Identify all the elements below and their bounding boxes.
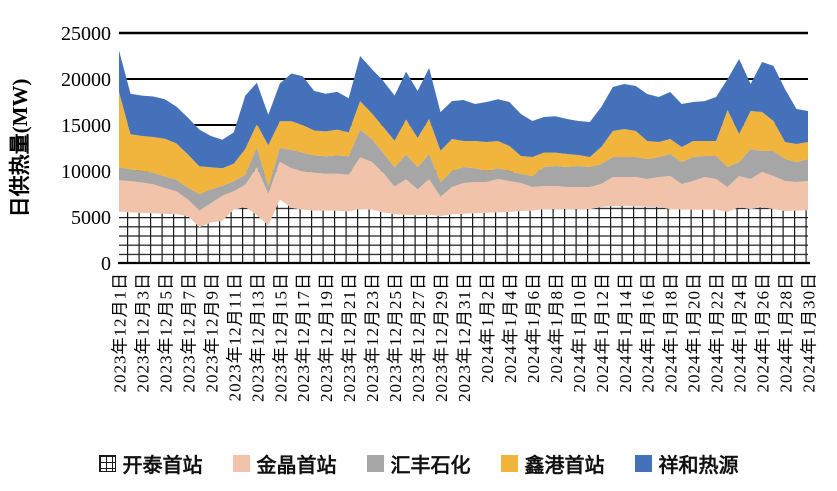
svg-text:2023年12月1日: 2023年12月1日	[111, 272, 130, 393]
area-series-4	[119, 50, 808, 169]
svg-text:2024年1月30日: 2024年1月30日	[800, 272, 819, 393]
svg-text:2023年12月5日: 2023年12月5日	[156, 272, 175, 393]
svg-text:2024年1月24日: 2024年1月24日	[731, 272, 750, 393]
svg-text:2023年12月27日: 2023年12月27日	[409, 272, 428, 402]
svg-text:2023年12月13日: 2023年12月13日	[248, 272, 267, 402]
svg-text:2024年1月16日: 2024年1月16日	[639, 272, 658, 393]
area-series-3	[119, 91, 808, 194]
svg-text:2024年1月10日: 2024年1月10日	[570, 272, 589, 393]
legend-item-jinjing: 金晶首站	[232, 449, 337, 478]
yellow-swatch-icon	[500, 454, 518, 472]
legend-item-kaitai: 开泰首站	[98, 449, 203, 478]
gray-swatch-icon	[366, 454, 384, 472]
pink-swatch-icon	[232, 454, 250, 472]
legend-label: 汇丰石化	[390, 454, 471, 477]
svg-text:2023年12月23日: 2023年12月23日	[363, 272, 382, 402]
svg-text:2024年1月18日: 2024年1月18日	[662, 272, 681, 393]
svg-text:2024年1月20日: 2024年1月20日	[685, 272, 704, 393]
svg-text:2023年12月25日: 2023年12月25日	[386, 272, 405, 402]
area-series-1	[119, 157, 808, 228]
svg-text:25000: 25000	[61, 23, 111, 45]
svg-text:2024年1月12日: 2024年1月12日	[593, 272, 612, 393]
svg-text:2024年1月28日: 2024年1月28日	[777, 272, 796, 393]
svg-text:2024年1月8日: 2024年1月8日	[547, 272, 566, 383]
legend-label: 开泰首站	[122, 454, 203, 477]
svg-text:20000: 20000	[61, 69, 111, 91]
svg-text:2023年12月9日: 2023年12月9日	[202, 272, 221, 393]
svg-text:2024年1月14日: 2024年1月14日	[616, 272, 635, 393]
svg-text:2024年1月6日: 2024年1月6日	[524, 272, 543, 383]
svg-text:5000: 5000	[71, 207, 111, 229]
area-series-0	[119, 199, 808, 263]
svg-text:2024年1月26日: 2024年1月26日	[754, 272, 773, 393]
svg-text:2023年12月15日: 2023年12月15日	[271, 272, 290, 402]
svg-text:2024年1月4日: 2024年1月4日	[501, 272, 520, 383]
svg-text:15000: 15000	[61, 115, 111, 137]
blue-swatch-icon	[634, 454, 652, 472]
svg-text:2023年12月17日: 2023年12月17日	[294, 272, 313, 402]
svg-text:10000: 10000	[61, 161, 111, 183]
legend-item-huifeng: 汇丰石化	[366, 449, 471, 478]
svg-text:2024年1月22日: 2024年1月22日	[708, 272, 727, 393]
svg-text:2023年12月7日: 2023年12月7日	[179, 272, 198, 393]
svg-text:0: 0	[101, 253, 111, 275]
svg-text:2023年12月3日: 2023年12月3日	[134, 272, 153, 393]
legend-label: 祥和热源	[658, 454, 739, 477]
y-axis-tick-labels: 0 5000 10000 15000 20000 25000	[61, 23, 111, 275]
chart-legend: 开泰首站 金晶首站 汇丰石化 鑫港首站 祥和热源	[0, 443, 837, 483]
svg-text:2023年12月11日: 2023年12月11日	[225, 272, 244, 401]
legend-item-xingang: 鑫港首站	[500, 449, 605, 478]
chart-svg: 0 5000 10000 15000 20000 25000 日供热量(MW) 2023年12…	[8, 23, 819, 402]
svg-text:2024年1月2日: 2024年1月2日	[478, 272, 497, 383]
grid-hatch-swatch-icon	[98, 454, 116, 472]
legend-item-xianghe: 祥和热源	[634, 449, 739, 478]
x-axis-tick-labels: 2023年12月1日 2023年12月3日 2023年12月5日 2023年12月7日…	[111, 272, 819, 402]
svg-text:2023年12月29日: 2023年12月29日	[432, 272, 451, 402]
y-axis-title: 日供热量(MW)	[8, 79, 32, 218]
stacked-area-chart: 0 5000 10000 15000 20000 25000 日供热量(MW) 2023年12…	[8, 23, 819, 402]
legend-label: 金晶首站	[256, 454, 337, 477]
svg-text:2023年12月21日: 2023年12月21日	[340, 272, 359, 402]
legend-label: 鑫港首站	[524, 454, 605, 477]
svg-text:2023年12月19日: 2023年12月19日	[317, 272, 336, 402]
area-series-2	[119, 129, 808, 211]
svg-text:2023年12月31日: 2023年12月31日	[455, 272, 474, 402]
